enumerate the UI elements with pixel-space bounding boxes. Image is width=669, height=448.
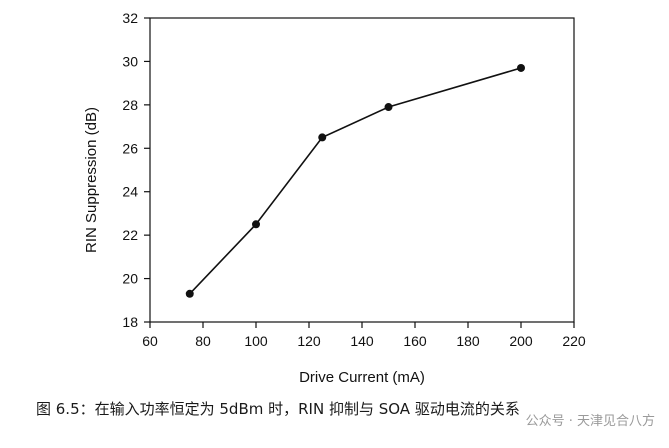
ticks: 60 80 100 120 140 160 180 200 220 18 20 22 24 26 28 30 3… [122,10,585,349]
y-tick-label: 18 [122,314,138,330]
x-tick-label: 220 [562,333,586,349]
y-tick-label: 32 [122,10,138,26]
y-tick-label: 24 [122,184,138,200]
x-tick-label: 80 [195,333,211,349]
y-tick-label: 28 [122,97,138,113]
y-tick-label: 26 [122,140,138,156]
x-tick-label: 140 [350,333,374,349]
x-tick-label: 180 [456,333,480,349]
y-tick-label: 22 [122,227,138,243]
data-point [252,220,260,229]
x-tick-label: 100 [244,333,268,349]
x-tick-label: 160 [403,333,427,349]
figure-caption: 图 6.5：在输入功率恒定为 5dBm 时，RIN 抑制与 SOA 驱动电流的关… [36,400,520,418]
plot-frame [149,17,575,323]
data-point [517,63,525,72]
data-point [185,289,194,298]
data-point [384,103,393,112]
x-axis-label: Drive Current (mA) [299,369,425,386]
x-tick-label: 120 [297,333,321,349]
watermark: 公众号 · 天津见合八方 [525,414,655,429]
y-axis-label: RIN Suppression (dB) [83,107,100,253]
x-tick-label: 200 [509,333,533,349]
y-tick-label: 20 [122,271,138,287]
x-tick-label: 60 [142,333,158,349]
plot-area [185,63,525,298]
y-tick-label: 30 [122,53,138,69]
data-point [318,133,327,142]
axes [149,17,575,323]
series-line [189,67,522,295]
